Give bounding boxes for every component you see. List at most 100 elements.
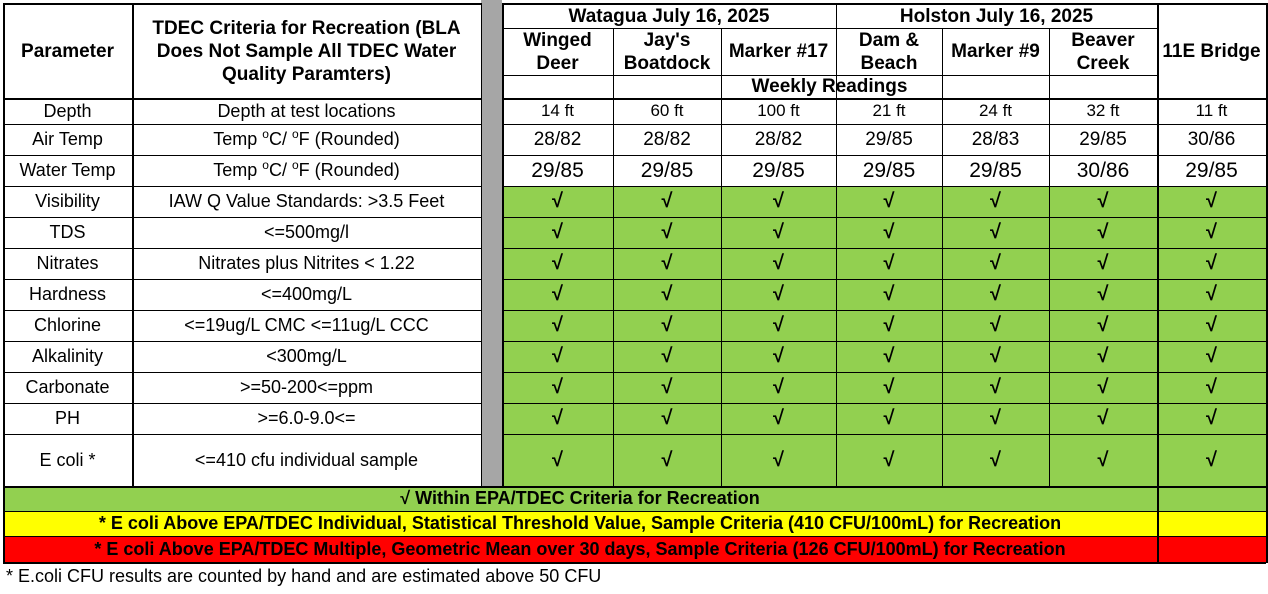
check-mark-cell: √ bbox=[721, 341, 836, 372]
grid-line bbox=[3, 248, 481, 249]
check-mark-cell: √ bbox=[942, 248, 1049, 279]
check-mark-cell: √ bbox=[942, 372, 1049, 403]
grid-line bbox=[1266, 486, 1268, 563]
parameter-name: Depth bbox=[43, 100, 92, 121]
check-mark-cell: √ bbox=[1049, 248, 1157, 279]
check-mark-cell: √ bbox=[1049, 434, 1157, 486]
footnote: * E.coli CFU results are counted by hand… bbox=[6, 566, 602, 586]
check-mark-cell: √ bbox=[502, 186, 613, 217]
location-header: 11E Bridge bbox=[1162, 41, 1261, 62]
temp-criteria: Temp oC/ oF (Rounded) bbox=[213, 127, 399, 150]
check-mark-cell: √ bbox=[1157, 217, 1266, 248]
check-mark-cell: √ bbox=[942, 403, 1049, 434]
depth-value: 24 ft bbox=[978, 101, 1013, 120]
grid-line bbox=[502, 3, 1266, 5]
parameter-header: Parameter bbox=[21, 40, 114, 62]
air-temp-value: 28/82 bbox=[643, 128, 691, 150]
grid-line bbox=[721, 28, 722, 486]
check-mark-cell: √ bbox=[502, 279, 613, 310]
check-mark-cell: √ bbox=[1157, 341, 1266, 372]
grid-line bbox=[3, 98, 481, 100]
parameter-name: PH bbox=[54, 408, 80, 428]
grid-line bbox=[3, 310, 481, 311]
grid-line bbox=[942, 28, 943, 486]
check-mark-cell: √ bbox=[1157, 186, 1266, 217]
check-mark-cell: √ bbox=[942, 434, 1049, 486]
check-mark-cell: √ bbox=[613, 341, 721, 372]
grid-line bbox=[3, 536, 1266, 537]
check-mark-cell: √ bbox=[1049, 217, 1157, 248]
check-mark-cell: √ bbox=[502, 434, 613, 486]
group-header-holston: Holston July 16, 2025 bbox=[899, 5, 1094, 27]
check-mark-cell: √ bbox=[721, 186, 836, 217]
water-temp-value: 29/85 bbox=[531, 158, 584, 182]
check-mark-cell: √ bbox=[721, 372, 836, 403]
legend-swatch-green bbox=[1157, 486, 1266, 511]
check-mark-cell: √ bbox=[613, 372, 721, 403]
air-temp-value: 29/85 bbox=[1079, 128, 1127, 150]
water-temp-value: 29/85 bbox=[862, 158, 916, 182]
water-temp-value: 30/86 bbox=[1076, 158, 1130, 182]
grid-line bbox=[3, 3, 481, 5]
check-mark-cell: √ bbox=[1157, 434, 1266, 486]
grid-line bbox=[3, 372, 481, 373]
grid-line bbox=[3, 3, 5, 563]
air-temp-value: 30/86 bbox=[1187, 128, 1236, 150]
check-mark-cell: √ bbox=[942, 341, 1049, 372]
grid-line bbox=[836, 3, 837, 486]
water-temp-value: 29/85 bbox=[969, 158, 1022, 182]
grid-line bbox=[3, 511, 1266, 512]
air-temp-value: 28/82 bbox=[754, 128, 803, 150]
check-mark-cell: √ bbox=[942, 186, 1049, 217]
water-temp-value: 29/85 bbox=[1185, 158, 1238, 182]
grid-line bbox=[3, 279, 481, 280]
temp-criteria: Temp oC/ oF (Rounded) bbox=[213, 158, 399, 181]
criteria-text: Temp oC/ oF (Rounded) bbox=[132, 155, 481, 186]
parameter-name: Hardness bbox=[28, 284, 107, 304]
grid-line bbox=[502, 403, 1266, 404]
check-mark-cell: √ bbox=[836, 434, 942, 486]
grid-line bbox=[3, 403, 481, 404]
grid-line bbox=[3, 186, 481, 187]
depth-value: 21 ft bbox=[872, 101, 906, 120]
grid-line bbox=[502, 217, 1266, 218]
grid-line bbox=[502, 434, 1266, 435]
check-mark-cell: √ bbox=[613, 217, 721, 248]
check-mark-cell: √ bbox=[613, 248, 721, 279]
grid-line bbox=[1049, 28, 1050, 486]
check-mark-cell: √ bbox=[836, 186, 942, 217]
check-mark-cell: √ bbox=[721, 434, 836, 486]
legend-yellow: * E coli Above EPA/TDEC Individual, Stat… bbox=[3, 511, 1157, 536]
check-mark-cell: √ bbox=[1157, 310, 1266, 341]
column-separator bbox=[481, 0, 502, 486]
check-mark-cell: √ bbox=[721, 248, 836, 279]
check-mark-cell: √ bbox=[836, 217, 942, 248]
depth-value: 100 ft bbox=[757, 101, 800, 120]
check-mark-cell: √ bbox=[502, 341, 613, 372]
grid-line bbox=[1157, 486, 1159, 563]
check-mark-cell: √ bbox=[1049, 279, 1157, 310]
criteria-text: IAW Q Value Standards: >3.5 Feet bbox=[168, 191, 445, 211]
check-mark-cell: √ bbox=[836, 403, 942, 434]
grid-line bbox=[502, 155, 1266, 156]
grid-line bbox=[132, 3, 134, 486]
depth-value: 14 ft bbox=[540, 101, 575, 120]
parameter-name: Visibility bbox=[35, 191, 100, 211]
check-mark-cell: √ bbox=[1049, 403, 1157, 434]
criteria-text: Depth at test locations bbox=[217, 100, 396, 121]
criteria-text: <300mg/L bbox=[266, 346, 347, 366]
criteria-text: C/ bbox=[268, 129, 292, 149]
parameter-name: Chlorine bbox=[33, 315, 102, 335]
grid-line bbox=[3, 124, 481, 125]
check-mark-cell: √ bbox=[613, 403, 721, 434]
check-mark-cell: √ bbox=[721, 403, 836, 434]
parameter-name: Nitrates bbox=[36, 253, 99, 273]
grid-line bbox=[502, 98, 1266, 100]
check-mark-cell: √ bbox=[502, 310, 613, 341]
grid-line bbox=[3, 217, 481, 218]
grid-line bbox=[502, 310, 1266, 311]
air-temp-value: 28/82 bbox=[533, 128, 582, 150]
water-temp-value: 29/85 bbox=[640, 158, 694, 182]
check-mark-cell: √ bbox=[942, 310, 1049, 341]
